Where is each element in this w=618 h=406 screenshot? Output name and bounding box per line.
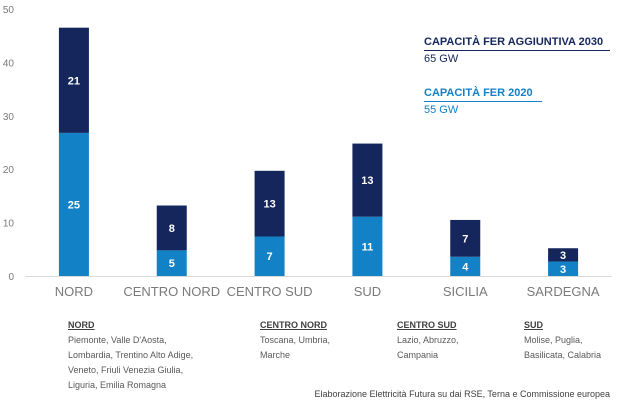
source-note: Elaborazione Elettricità Futura su dai R… xyxy=(314,389,610,399)
bar-segment-additional-2030 xyxy=(352,143,383,217)
data-label-additional-2030: 13 xyxy=(263,199,275,211)
y-tick-label: 40 xyxy=(3,58,15,69)
region-note-title: SUD xyxy=(524,320,544,330)
bar-segment-additional-2030 xyxy=(450,219,481,257)
region-note-centro-nord: CENTRO NORD Toscana, Umbria, Marche xyxy=(260,318,380,363)
data-label-2020: 11 xyxy=(362,241,374,253)
region-note-line: Piemonte, Valle D'Aosta, xyxy=(68,335,167,345)
bar-segment-2020 xyxy=(254,236,285,276)
bar-segment-additional-2030 xyxy=(254,170,285,237)
region-note-line: Lombardia, Trentino Alto Adige, xyxy=(68,350,194,360)
x-category-label: SARDEGNA xyxy=(527,284,600,299)
bar-segment-2020 xyxy=(156,250,187,276)
legend-2020-line xyxy=(424,101,542,102)
region-note-title: NORD xyxy=(68,320,95,330)
data-label-additional-2030: 21 xyxy=(68,75,80,87)
legend-additional-title: CAPACITÀ FER AGGIUNTIVA 2030 xyxy=(424,36,604,48)
data-label-additional-2030: 7 xyxy=(462,233,468,245)
region-note-sud: SUD Molise, Puglia, Basilicata, Calabria xyxy=(524,318,614,363)
x-category-label: SICILIA xyxy=(443,284,488,299)
bar-segment-additional-2030 xyxy=(548,248,579,262)
region-note-title: CENTRO NORD xyxy=(260,320,327,330)
region-note-line: Marche xyxy=(260,350,291,360)
region-note-nord: NORD Piemonte, Valle D'Aosta, Lombardia,… xyxy=(68,318,228,393)
x-category-label: CENTRO NORD xyxy=(123,284,220,299)
bar-segment-additional-2030 xyxy=(156,205,187,251)
region-note-line: Basilicata, Calabria xyxy=(524,350,602,360)
legend-additional-2030: CAPACITÀ FER AGGIUNTIVA 2030 65 GW xyxy=(424,36,610,65)
x-category-label: SUD xyxy=(354,284,381,299)
region-note-line: Campania xyxy=(397,350,439,360)
region-note-line: Veneto, Friuli Venezia Giulia, xyxy=(68,365,184,375)
legend-additional-line xyxy=(424,50,610,51)
data-label-2020: 7 xyxy=(267,251,273,263)
stacked-bar-chart: 0 10 20 30 40 50 25 21 NORD 5 8 CENTRO NORD 7 13 CENTR… xyxy=(3,5,612,299)
legend-2020-value: 55 GW xyxy=(424,104,459,116)
legend-2020-title: CAPACITÀ FER 2020 xyxy=(424,87,533,99)
bar-segment-2020 xyxy=(58,132,89,276)
bar-segment-additional-2030 xyxy=(58,27,89,133)
data-label-2020: 3 xyxy=(560,264,566,276)
legend-additional-value: 65 GW xyxy=(424,53,459,65)
region-note-centro-sud: CENTRO SUD Lazio, Abruzzo, Campania xyxy=(397,318,507,363)
y-tick-label: 30 xyxy=(3,112,15,123)
region-note-title: CENTRO SUD xyxy=(397,320,457,330)
x-category-label: NORD xyxy=(55,284,93,299)
bar-segment-2020 xyxy=(352,216,383,276)
y-tick-label: 50 xyxy=(3,5,15,16)
y-tick-label: 10 xyxy=(3,219,15,230)
y-tick-label: 20 xyxy=(3,165,15,176)
y-tick-label: 0 xyxy=(8,272,14,283)
region-note-line: Liguria, Emilia Romagna xyxy=(68,380,167,390)
x-category-label: CENTRO SUD xyxy=(227,284,313,299)
bar-segment-2020 xyxy=(548,261,579,276)
legend-2020: CAPACITÀ FER 2020 55 GW xyxy=(424,87,542,116)
data-label-2020: 5 xyxy=(169,258,175,270)
data-label-additional-2030: 13 xyxy=(361,175,373,187)
data-label-additional-2030: 3 xyxy=(560,250,566,262)
data-label-2020: 4 xyxy=(462,261,469,273)
region-note-line: Toscana, Umbria, xyxy=(260,335,331,345)
region-note-line: Molise, Puglia, xyxy=(524,335,583,345)
region-note-line: Lazio, Abruzzo, xyxy=(397,335,459,345)
bar-segment-2020 xyxy=(450,256,481,276)
data-label-additional-2030: 8 xyxy=(169,223,175,235)
data-label-2020: 25 xyxy=(68,199,80,211)
